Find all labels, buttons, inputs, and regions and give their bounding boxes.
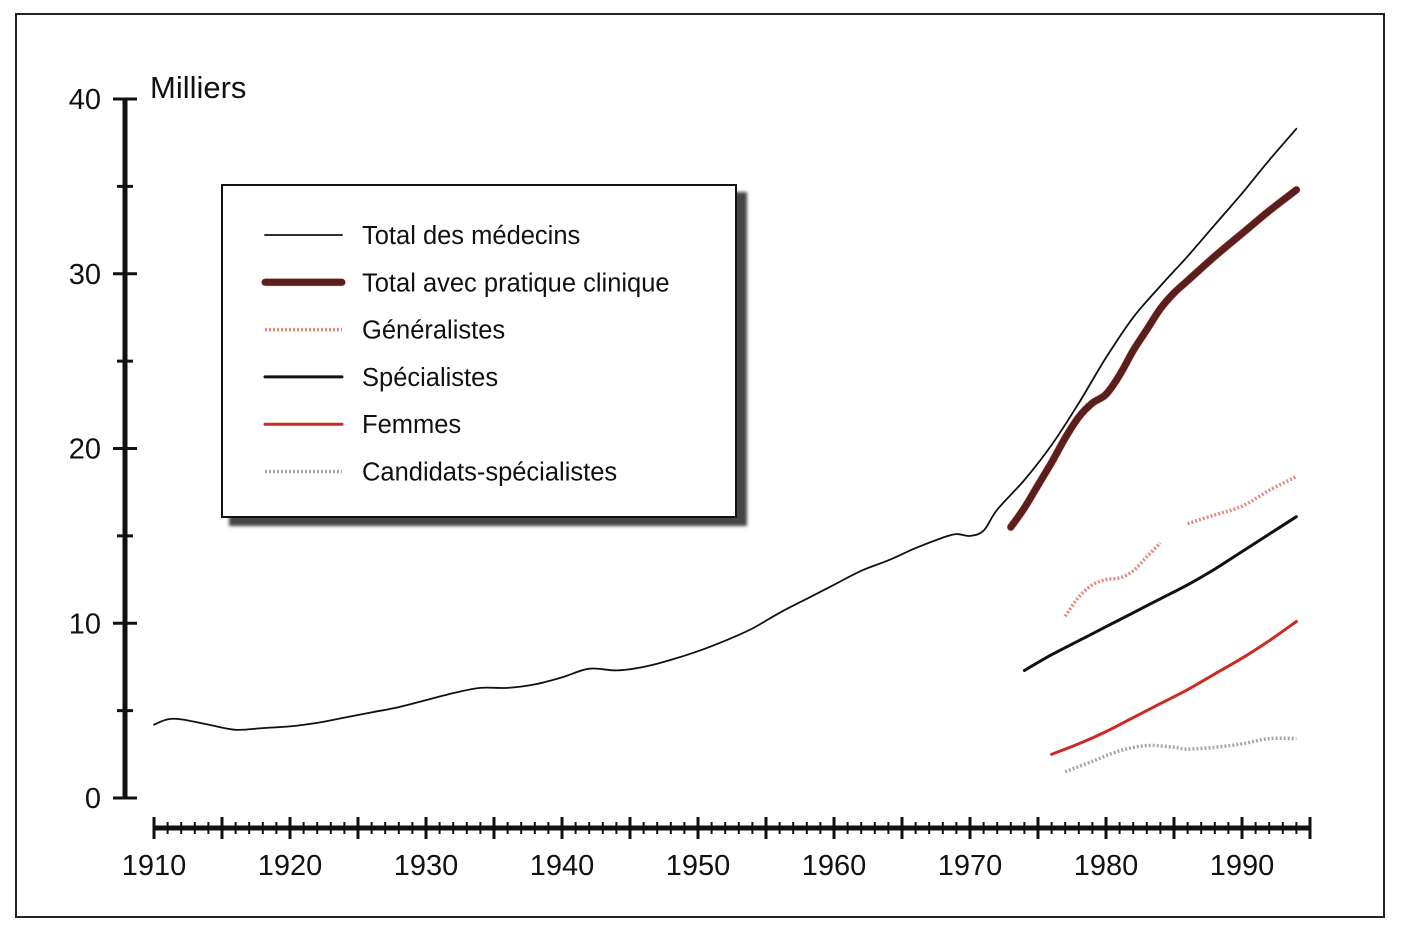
legend-label: Spécialistes xyxy=(362,364,498,392)
series-0-line xyxy=(153,127,1298,731)
legend-label: Total avec pratique clinique xyxy=(362,269,670,297)
series-3-line xyxy=(1022,515,1298,672)
x-tick-label: 1990 xyxy=(1210,850,1275,882)
legend: Total des médecins Total avec pratique cl… xyxy=(221,184,747,526)
legend-box xyxy=(221,184,737,518)
legend-label: Total des médecins xyxy=(362,222,580,250)
x-tick-label: 1940 xyxy=(530,850,595,882)
x-tick-label: 1970 xyxy=(938,850,1003,882)
series-layer xyxy=(153,127,1301,774)
y-tick-label: 20 xyxy=(69,434,101,466)
series-2-line-segment-1 xyxy=(1187,474,1298,526)
x-tick-label: 1920 xyxy=(258,850,323,882)
axes: 0 10 20 30 40 1910 1920 1930 1940 1950 1960 1970 198… xyxy=(69,84,1312,882)
series-2-line-segment-0 xyxy=(1063,541,1162,618)
x-tick-label: 1960 xyxy=(802,850,867,882)
y-tick-label: 10 xyxy=(69,608,101,640)
x-tick-label: 1910 xyxy=(122,850,187,882)
legend-label: Généralistes xyxy=(362,317,505,345)
y-tick-label: 40 xyxy=(69,84,101,116)
x-tick-label: 1980 xyxy=(1074,850,1139,882)
y-axis-unit-label: Milliers xyxy=(150,70,246,105)
legend-items: Total des médecins Total avec pratique cl… xyxy=(261,222,670,487)
series-1-line xyxy=(1007,186,1300,531)
y-tick-label: 30 xyxy=(69,259,101,291)
y-tick-label: 0 xyxy=(85,783,101,815)
series-5-line xyxy=(1064,736,1297,774)
series-4-line xyxy=(1050,620,1298,756)
x-tick-label: 1930 xyxy=(394,850,459,882)
legend-label: Candidats-spécialistes xyxy=(362,459,617,487)
legend-label: Femmes xyxy=(362,411,461,439)
x-tick-label: 1950 xyxy=(666,850,731,882)
